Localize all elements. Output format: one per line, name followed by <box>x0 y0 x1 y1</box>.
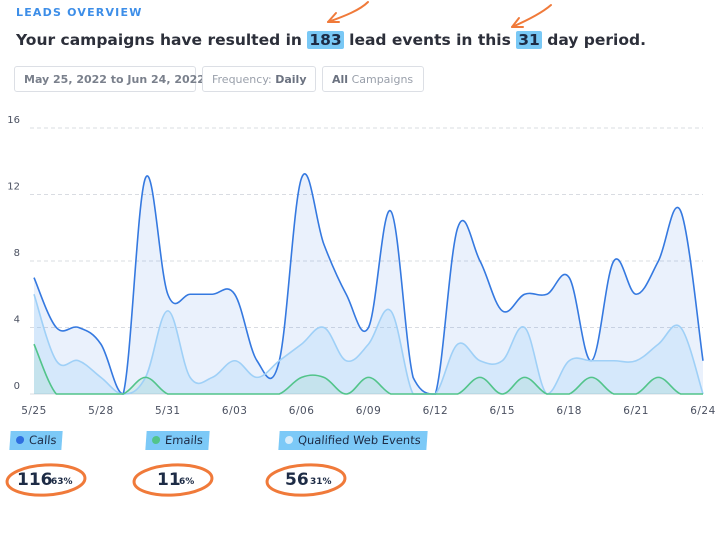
y-tick-label: 8 <box>14 248 20 259</box>
frequency-label: Frequency: <box>212 73 272 86</box>
leads-area-chart: 0 4 8 12 16 5/25 5/28 5/31 6/03 6/06 6/09 6/12 6/15… <box>7 115 716 417</box>
calls-stat: 116 63% <box>4 462 88 497</box>
lead-count-highlight: 183 <box>307 31 344 49</box>
green-dot-icon <box>151 436 161 444</box>
x-tick-label: 6/15 <box>490 405 516 417</box>
arrow-to-day-count <box>511 4 552 28</box>
emails-count: 11 <box>157 470 181 490</box>
orange-circle-annotation <box>265 463 347 497</box>
web-events-stat: 56 31% <box>264 462 348 497</box>
orange-circle-annotation <box>5 463 87 497</box>
web-events-count: 56 <box>285 470 309 490</box>
headline-suffix: day period. <box>547 31 646 49</box>
x-tick-label: 6/03 <box>222 405 248 417</box>
orange-circle-annotation <box>132 463 214 497</box>
y-tick-label: 16 <box>7 115 20 126</box>
section-eyebrow: LEADS OVERVIEW <box>16 6 143 19</box>
legend-emails[interactable]: Emails <box>145 431 210 450</box>
legend-calls[interactable]: Calls <box>9 431 64 450</box>
legend-web-events[interactable]: Qualified Web Events <box>278 431 428 450</box>
headline-middle: lead events in this <box>349 31 511 49</box>
page-headline: Your campaigns have resulted in 183 lead… <box>16 31 646 49</box>
x-tick-label: 6/09 <box>356 405 382 417</box>
legend-calls-label: Calls <box>28 433 57 447</box>
x-tick-label: 6/24 <box>690 405 716 417</box>
emails-percent: 6% <box>179 477 195 487</box>
emails-area <box>34 344 703 394</box>
x-tick-label: 5/31 <box>155 405 181 417</box>
day-count-highlight: 31 <box>516 31 542 49</box>
calls-percent: 63% <box>51 477 73 487</box>
light-blue-dot-icon <box>284 436 294 444</box>
frequency-filter[interactable]: Frequency: Daily <box>202 66 316 92</box>
calls-series-line <box>33 173 704 395</box>
emails-series-line <box>33 343 703 395</box>
x-tick-label: 6/06 <box>289 405 315 417</box>
campaigns-value: All <box>332 73 349 86</box>
legend-emails-label: Emails <box>164 433 204 447</box>
calls-count: 116 <box>17 470 53 490</box>
campaigns-label: Campaigns <box>351 73 414 86</box>
x-tick-label: 5/28 <box>88 405 114 417</box>
headline-prefix: Your campaigns have resulted in <box>16 31 302 49</box>
campaigns-filter[interactable]: All Campaigns <box>322 66 424 92</box>
y-tick-label: 12 <box>7 182 20 193</box>
y-tick-label: 0 <box>14 381 20 392</box>
x-tick-label: 5/25 <box>21 405 47 417</box>
y-tick-label: 4 <box>14 315 20 326</box>
x-tick-label: 6/21 <box>623 405 649 417</box>
blue-dot-icon <box>15 436 25 444</box>
frequency-value: Daily <box>275 73 307 86</box>
emails-stat: 11 6% <box>131 462 215 497</box>
calls-area <box>34 173 703 394</box>
x-tick-label: 6/12 <box>423 405 449 417</box>
date-range-filter[interactable]: May 25, 2022 to Jun 24, 2022 <box>14 66 205 92</box>
arrow-to-lead-count <box>327 1 369 23</box>
annotation-arrows <box>327 1 552 28</box>
web-events-percent: 31% <box>310 477 332 487</box>
legend-web-label: Qualified Web Events <box>297 433 422 447</box>
x-tick-label: 6/18 <box>556 405 582 417</box>
date-range-value: May 25, 2022 to Jun 24, 2022 <box>24 73 205 86</box>
